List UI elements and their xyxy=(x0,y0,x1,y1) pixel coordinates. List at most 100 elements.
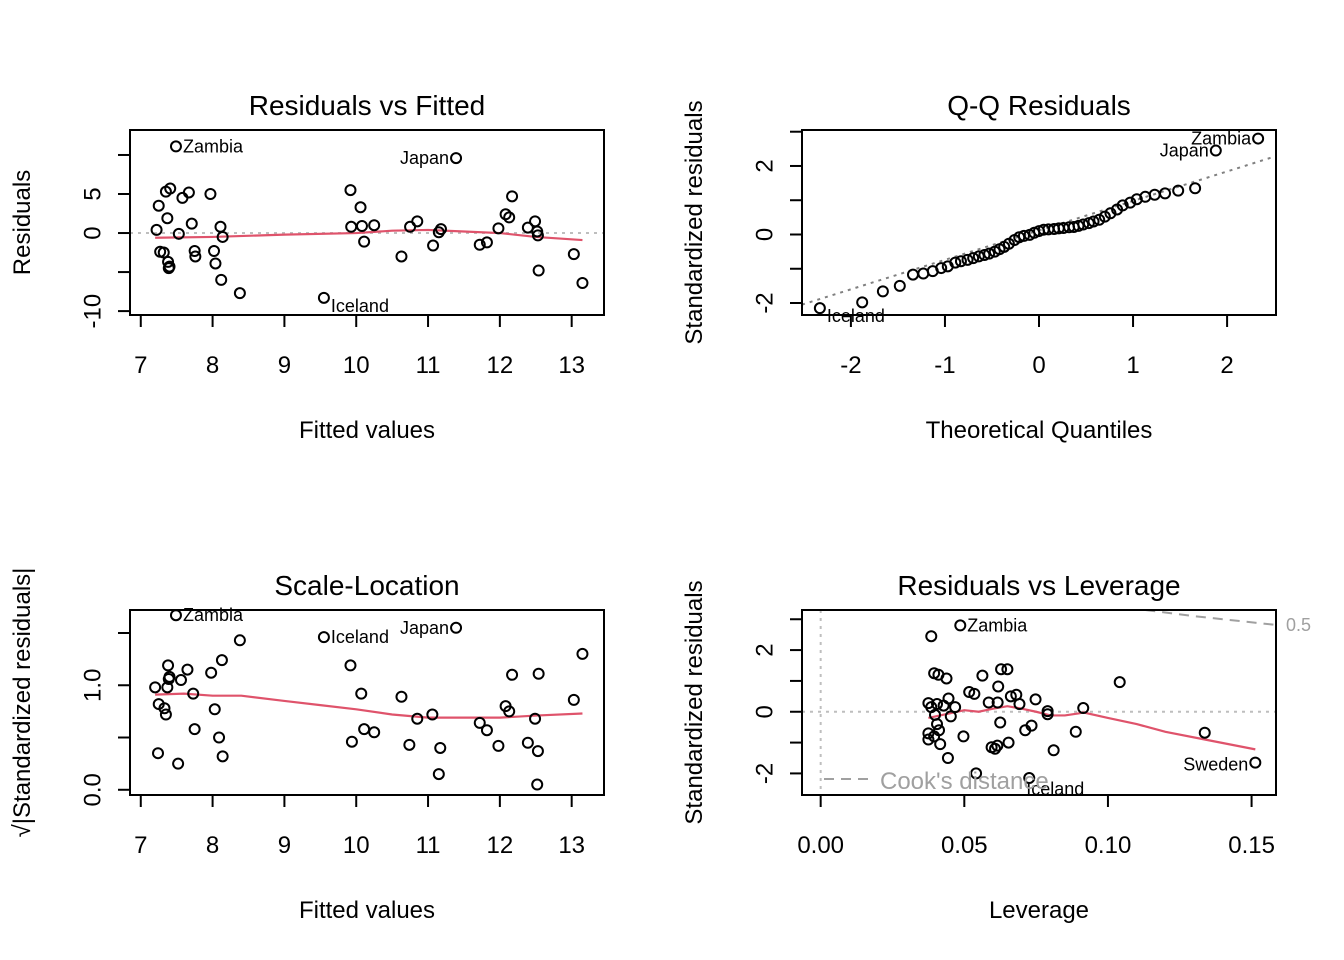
data-point xyxy=(181,663,194,676)
data-point xyxy=(1124,196,1137,209)
y-tick-label: 1.0 xyxy=(79,669,106,702)
cooks-distance-contour xyxy=(1145,610,1275,626)
data-point xyxy=(344,184,357,197)
data-point xyxy=(991,739,1004,752)
data-point xyxy=(215,273,228,286)
y-tick-label: 5 xyxy=(79,187,106,200)
x-tick-label: 12 xyxy=(487,832,514,859)
data-point xyxy=(161,681,174,694)
plot-area xyxy=(802,132,1276,315)
x-tick-label: 12 xyxy=(487,352,514,379)
data-point xyxy=(922,727,935,740)
point-label-sweden: Sweden xyxy=(1183,755,1248,775)
data-point xyxy=(1116,199,1129,212)
data-point xyxy=(317,631,330,644)
data-point xyxy=(215,654,228,667)
data-point xyxy=(967,252,980,265)
x-tick-label: 9 xyxy=(278,832,291,859)
data-point xyxy=(162,262,175,275)
panel-resid-fitted: Residuals vs Fitted Fitted values Residual… xyxy=(9,90,605,444)
x-tick-label: 13 xyxy=(558,352,585,379)
data-point xyxy=(922,733,935,746)
data-point xyxy=(432,226,445,239)
smoother-line xyxy=(155,692,583,719)
data-point xyxy=(164,182,177,195)
data-point xyxy=(345,735,358,748)
data-point xyxy=(411,215,424,228)
data-point xyxy=(976,669,989,682)
data-point xyxy=(937,699,950,712)
x-tick-label: 0.05 xyxy=(941,832,988,859)
data-point xyxy=(480,724,493,737)
data-point xyxy=(1104,207,1117,220)
data-point xyxy=(941,752,954,764)
x-tick-label: 8 xyxy=(206,832,219,859)
data-point xyxy=(176,191,189,204)
data-point xyxy=(473,716,486,729)
data-point xyxy=(480,236,493,249)
data-point xyxy=(189,250,202,263)
data-point xyxy=(158,702,171,715)
point-label-zambia: Zambia xyxy=(183,136,244,156)
data-point xyxy=(403,738,416,751)
data-point xyxy=(1025,719,1038,732)
data-point xyxy=(954,619,967,632)
y-axis-label: √|Standardized residuals| xyxy=(9,568,36,838)
data-point xyxy=(204,188,217,201)
y-tick-label: -2 xyxy=(751,763,778,784)
data-point xyxy=(152,747,165,760)
data-point xyxy=(499,208,512,221)
data-point xyxy=(233,634,246,647)
smoother-line xyxy=(155,228,583,242)
point-label-zambia: Zambia xyxy=(1191,129,1252,149)
y-tick-label: -10 xyxy=(79,294,106,329)
data-point xyxy=(989,742,1002,755)
y-tick-label: 0 xyxy=(751,705,778,718)
data-point xyxy=(205,666,218,679)
x-tick-label: 9 xyxy=(278,352,291,379)
data-point xyxy=(994,716,1007,729)
data-point xyxy=(216,230,229,243)
data-point xyxy=(949,701,962,714)
y-axis-label: Standardized residuals xyxy=(681,580,708,824)
data-point xyxy=(411,712,424,725)
data-point xyxy=(1087,215,1100,228)
data-point xyxy=(344,659,357,672)
y-axis-label: Standardized residuals xyxy=(681,100,708,344)
data-point xyxy=(532,264,545,277)
data-point xyxy=(1077,218,1090,231)
data-point xyxy=(1004,690,1017,703)
data-point xyxy=(934,738,947,751)
data-point xyxy=(434,223,447,236)
data-point xyxy=(531,745,544,758)
x-tick-label: 7 xyxy=(134,352,147,379)
y-tick-label: 0.0 xyxy=(79,773,106,806)
x-tick-label: -2 xyxy=(840,352,861,379)
data-point xyxy=(187,687,200,700)
data-point xyxy=(150,223,163,236)
data-point xyxy=(1198,726,1211,739)
data-point xyxy=(567,693,580,706)
data-point xyxy=(345,220,358,233)
data-point xyxy=(1077,702,1090,715)
data-point xyxy=(931,718,944,731)
data-point xyxy=(426,708,439,721)
data-point xyxy=(213,731,226,744)
data-point xyxy=(529,215,542,228)
data-point xyxy=(1069,725,1082,738)
data-point xyxy=(174,674,187,687)
data-point xyxy=(506,668,519,681)
point-label-japan: Japan xyxy=(1160,141,1209,161)
data-point xyxy=(355,220,368,233)
data-point xyxy=(567,248,580,261)
x-tick-label: 11 xyxy=(416,832,441,859)
data-point xyxy=(576,276,589,289)
data-point xyxy=(906,268,919,281)
panel-qq: Q-Q Residuals Theoretical Quantiles Standa… xyxy=(681,90,1277,444)
data-point xyxy=(995,663,1008,676)
y-tick-label: 2 xyxy=(751,159,778,172)
data-point xyxy=(1252,132,1265,145)
data-point xyxy=(576,647,589,660)
data-point xyxy=(931,698,944,711)
data-point xyxy=(917,267,930,280)
